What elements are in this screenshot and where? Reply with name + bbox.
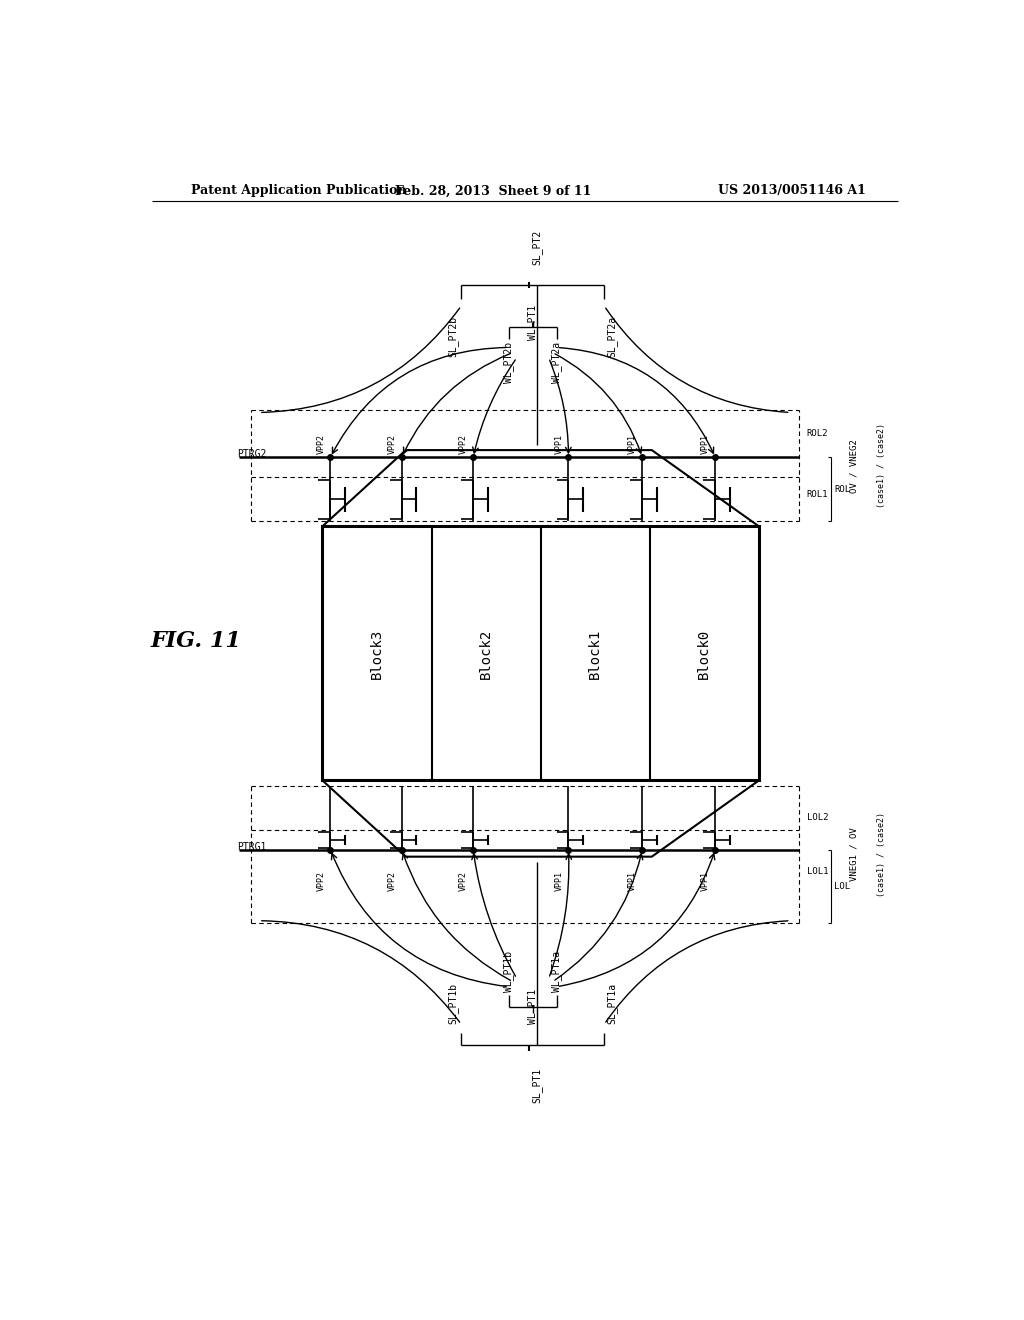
Text: VPP1: VPP1 <box>629 433 637 454</box>
Text: VPP1: VPP1 <box>701 871 711 891</box>
Text: VPP2: VPP2 <box>459 871 468 891</box>
Text: SL_PT2b: SL_PT2b <box>447 315 459 358</box>
Text: WL_PT1: WL_PT1 <box>527 989 539 1024</box>
Text: WL_PT1a: WL_PT1a <box>551 950 562 991</box>
Text: SL_PT1a: SL_PT1a <box>606 983 617 1024</box>
Text: Block3: Block3 <box>370 628 384 678</box>
Text: (case1) / (case2): (case1) / (case2) <box>878 424 887 508</box>
Text: ROL2: ROL2 <box>807 429 828 438</box>
Text: VPP2: VPP2 <box>388 871 396 891</box>
Text: Block0: Block0 <box>697 628 712 678</box>
Text: WL_PT1: WL_PT1 <box>527 305 539 341</box>
Text: PTRG1: PTRG1 <box>238 842 267 851</box>
Text: Patent Application Publication: Patent Application Publication <box>191 185 407 198</box>
Text: OV / VNEG2: OV / VNEG2 <box>850 440 859 492</box>
Text: US 2013/0051146 A1: US 2013/0051146 A1 <box>718 185 866 198</box>
Text: VPP1: VPP1 <box>554 433 563 454</box>
Text: VPP2: VPP2 <box>459 433 468 454</box>
Text: WL_PT2a: WL_PT2a <box>551 342 562 384</box>
Text: LOL: LOL <box>835 882 850 891</box>
Text: SL_PT1b: SL_PT1b <box>447 983 459 1024</box>
Text: LOL2: LOL2 <box>807 813 828 822</box>
Text: WL_PT1b: WL_PT1b <box>504 950 514 991</box>
Text: ROL: ROL <box>835 484 850 494</box>
Text: ROL1: ROL1 <box>807 490 828 499</box>
Text: SL_PT2a: SL_PT2a <box>606 315 617 358</box>
Text: VPP1: VPP1 <box>629 871 637 891</box>
Text: VPP1: VPP1 <box>701 433 711 454</box>
Text: VPP1: VPP1 <box>554 871 563 891</box>
Text: Block2: Block2 <box>479 628 494 678</box>
Text: Feb. 28, 2013  Sheet 9 of 11: Feb. 28, 2013 Sheet 9 of 11 <box>395 185 591 198</box>
Text: (case1) / (case2): (case1) / (case2) <box>878 812 887 896</box>
Text: SL_PT2: SL_PT2 <box>531 230 542 265</box>
Text: FIG. 11: FIG. 11 <box>151 630 241 652</box>
Text: SL_PT1: SL_PT1 <box>531 1068 542 1104</box>
Text: WL_PT2b: WL_PT2b <box>504 342 514 384</box>
Text: VPP2: VPP2 <box>316 433 326 454</box>
Text: Block1: Block1 <box>588 628 602 678</box>
Text: LOL1: LOL1 <box>807 867 828 876</box>
Text: PTRG2: PTRG2 <box>238 449 267 459</box>
Text: VPP2: VPP2 <box>316 871 326 891</box>
Text: VNEG1 / OV: VNEG1 / OV <box>850 828 859 880</box>
Text: VPP2: VPP2 <box>388 433 396 454</box>
